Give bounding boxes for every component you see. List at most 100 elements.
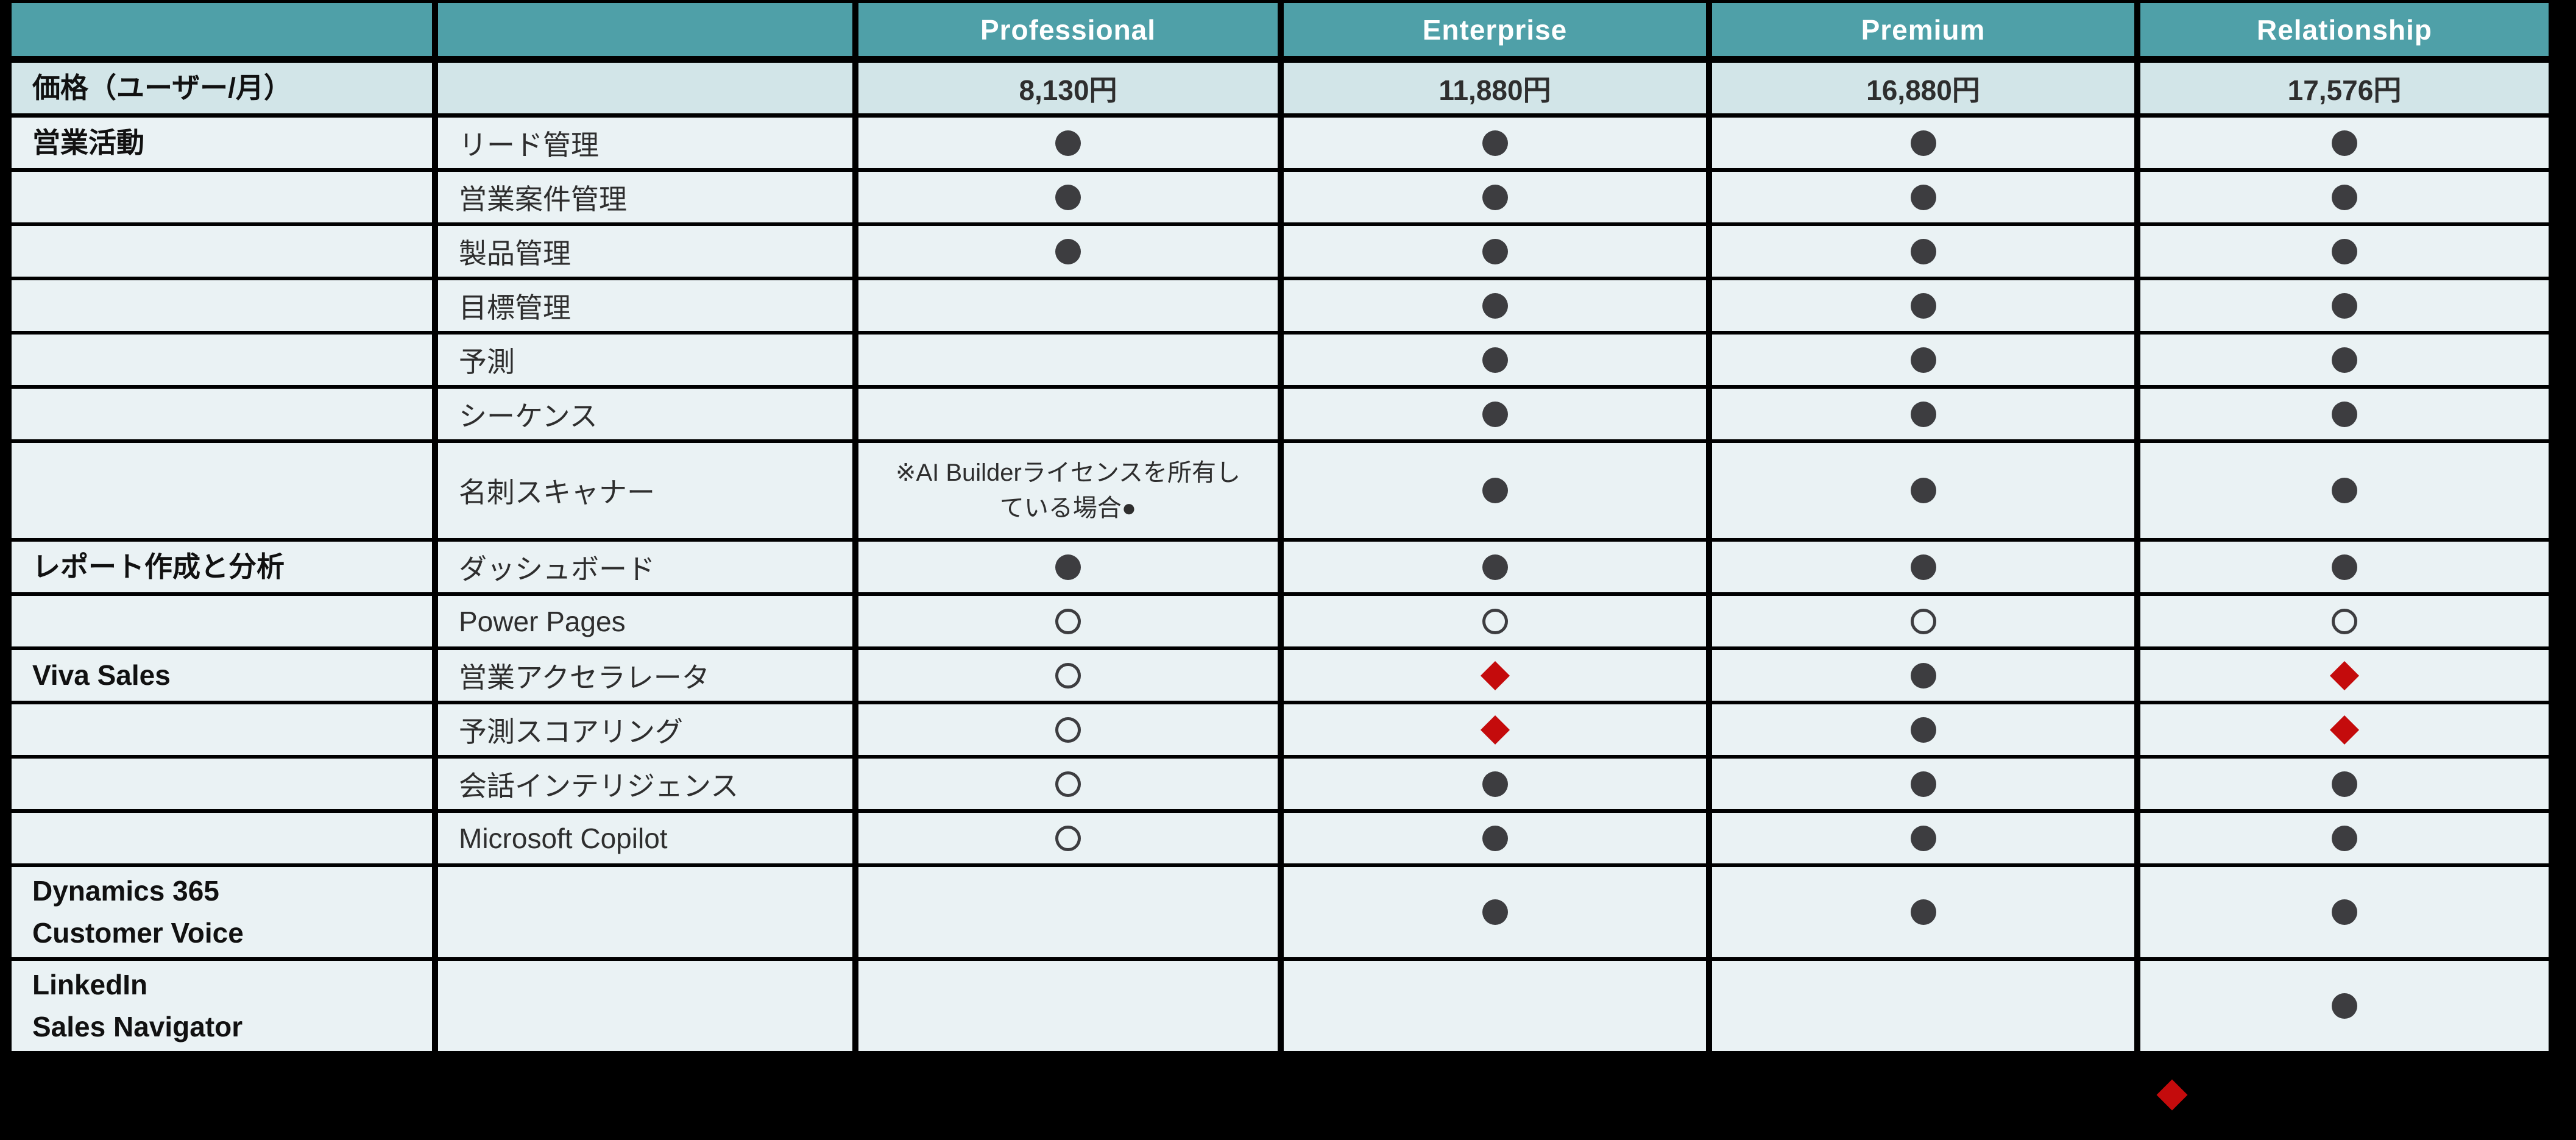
plan-cell <box>858 118 1278 168</box>
filled-circle-icon <box>1482 478 1508 503</box>
table-row: 予測スコアリング <box>12 704 2549 755</box>
red-diamond-icon <box>2156 1079 2188 1111</box>
open-circle-icon <box>1482 608 1508 634</box>
plan-cell <box>2140 542 2549 592</box>
category-label: 営業活動 <box>32 127 144 158</box>
price-enterprise: 11,880円 <box>1284 63 1706 113</box>
category-label: Sales Navigator <box>32 1011 243 1043</box>
plan-cell <box>1712 280 2134 331</box>
red-diamond-icon <box>2329 660 2360 690</box>
plan-cell <box>1712 443 2134 538</box>
category-label: Customer Voice <box>32 917 244 949</box>
category-cell <box>12 596 432 646</box>
table-row: Viva Sales 営業アクセラレータ <box>12 650 2549 701</box>
filled-circle-icon <box>2332 825 2357 851</box>
filled-circle-icon <box>1482 184 1508 210</box>
plan-cell <box>1712 226 2134 277</box>
filled-circle-icon <box>2332 899 2357 925</box>
category-cell <box>12 335 432 385</box>
plan-cell <box>2140 280 2549 331</box>
filled-circle-icon <box>2332 993 2357 1019</box>
plan-cell <box>858 172 1278 222</box>
comparison-table: Professional Enterprise Premium Relation… <box>12 3 2549 1055</box>
category-label: レポート作成と分析 <box>32 551 285 582</box>
table-row: Dynamics 365 Customer Voice <box>12 867 2549 957</box>
filled-circle-icon <box>2332 554 2357 580</box>
plan-cell <box>858 650 1278 701</box>
plan-cell <box>2140 813 2549 863</box>
filled-circle-icon <box>1910 292 1936 319</box>
filled-circle-icon <box>1910 825 1936 851</box>
plan-cell <box>858 596 1278 646</box>
plan-cell <box>1284 118 1706 168</box>
filled-circle-icon <box>1482 347 1508 373</box>
plan-cell <box>1284 867 1706 957</box>
plan-cell <box>1712 961 2134 1051</box>
plan-cell <box>2140 961 2549 1051</box>
table-row: 会話インテリジェンス <box>12 759 2549 809</box>
category-cell <box>12 280 432 331</box>
category-cell <box>12 759 432 809</box>
filled-circle-icon <box>2332 401 2357 427</box>
plan-cell <box>1284 172 1706 222</box>
filled-circle-icon <box>1482 825 1508 851</box>
feature-cell: 製品管理 <box>438 226 852 277</box>
plan-cell: ※AI Builderライセンスを所有し ている場合● <box>858 443 1278 538</box>
ai-builder-note: ※AI Builderライセンスを所有し ている場合● <box>858 455 1278 526</box>
plan-cell <box>858 813 1278 863</box>
filled-circle-icon <box>1482 130 1508 156</box>
table-row: Microsoft Copilot <box>12 813 2549 863</box>
column-header-enterprise: Enterprise <box>1284 3 1706 56</box>
plan-cell <box>2140 443 2549 538</box>
plan-cell <box>1712 335 2134 385</box>
filled-circle-icon <box>2332 130 2357 156</box>
feature-cell: 営業アクセラレータ <box>438 650 852 701</box>
filled-circle-icon <box>2332 771 2357 797</box>
table-header-row: Professional Enterprise Premium Relation… <box>12 3 2549 56</box>
red-diamond-icon <box>2329 715 2360 745</box>
filled-circle-icon <box>1482 292 1508 319</box>
plan-cell <box>2140 118 2549 168</box>
filled-circle-icon <box>2332 292 2357 319</box>
column-header-feature <box>438 3 852 56</box>
filled-circle-icon <box>1482 554 1508 580</box>
category-cell <box>12 172 432 222</box>
filled-circle-icon <box>1910 899 1936 925</box>
price-relationship: 17,576円 <box>2140 63 2549 113</box>
plan-cell <box>2140 226 2549 277</box>
table-row: 製品管理 <box>12 226 2549 277</box>
feature-cell: 会話インテリジェンス <box>438 759 852 809</box>
filled-circle-icon <box>1482 771 1508 797</box>
filled-circle-icon <box>1910 401 1936 427</box>
category-cell: Viva Sales <box>12 650 432 701</box>
price-professional: 8,130円 <box>858 63 1278 113</box>
feature-cell: Microsoft Copilot <box>438 813 852 863</box>
plan-cell <box>1712 118 2134 168</box>
filled-circle-icon <box>1910 347 1936 373</box>
filled-circle-icon <box>2332 238 2357 264</box>
feature-cell: 目標管理 <box>438 280 852 331</box>
category-cell <box>12 704 432 755</box>
filled-circle-icon <box>1910 184 1936 210</box>
plan-cell <box>858 867 1278 957</box>
filled-circle-icon <box>1910 771 1936 797</box>
plan-cell <box>1284 542 1706 592</box>
plan-cell <box>1284 226 1706 277</box>
category-cell <box>12 443 432 538</box>
plan-cell <box>1284 961 1706 1051</box>
price-premium: 16,880円 <box>1712 63 2134 113</box>
plan-cell <box>1712 650 2134 701</box>
plan-cell <box>1284 704 1706 755</box>
plan-cell <box>2140 650 2549 701</box>
filled-circle-icon <box>2332 184 2357 210</box>
open-circle-icon <box>1055 608 1081 634</box>
filled-circle-icon <box>1910 717 1936 743</box>
category-cell <box>12 226 432 277</box>
plan-cell <box>2140 596 2549 646</box>
table-row: レポート作成と分析 ダッシュボード <box>12 542 2549 592</box>
filled-circle-icon <box>1055 130 1081 156</box>
open-circle-icon <box>2332 608 2357 634</box>
price-label: 価格（ユーザー/月） <box>12 63 432 113</box>
plan-cell <box>1284 443 1706 538</box>
plan-cell <box>2140 335 2549 385</box>
